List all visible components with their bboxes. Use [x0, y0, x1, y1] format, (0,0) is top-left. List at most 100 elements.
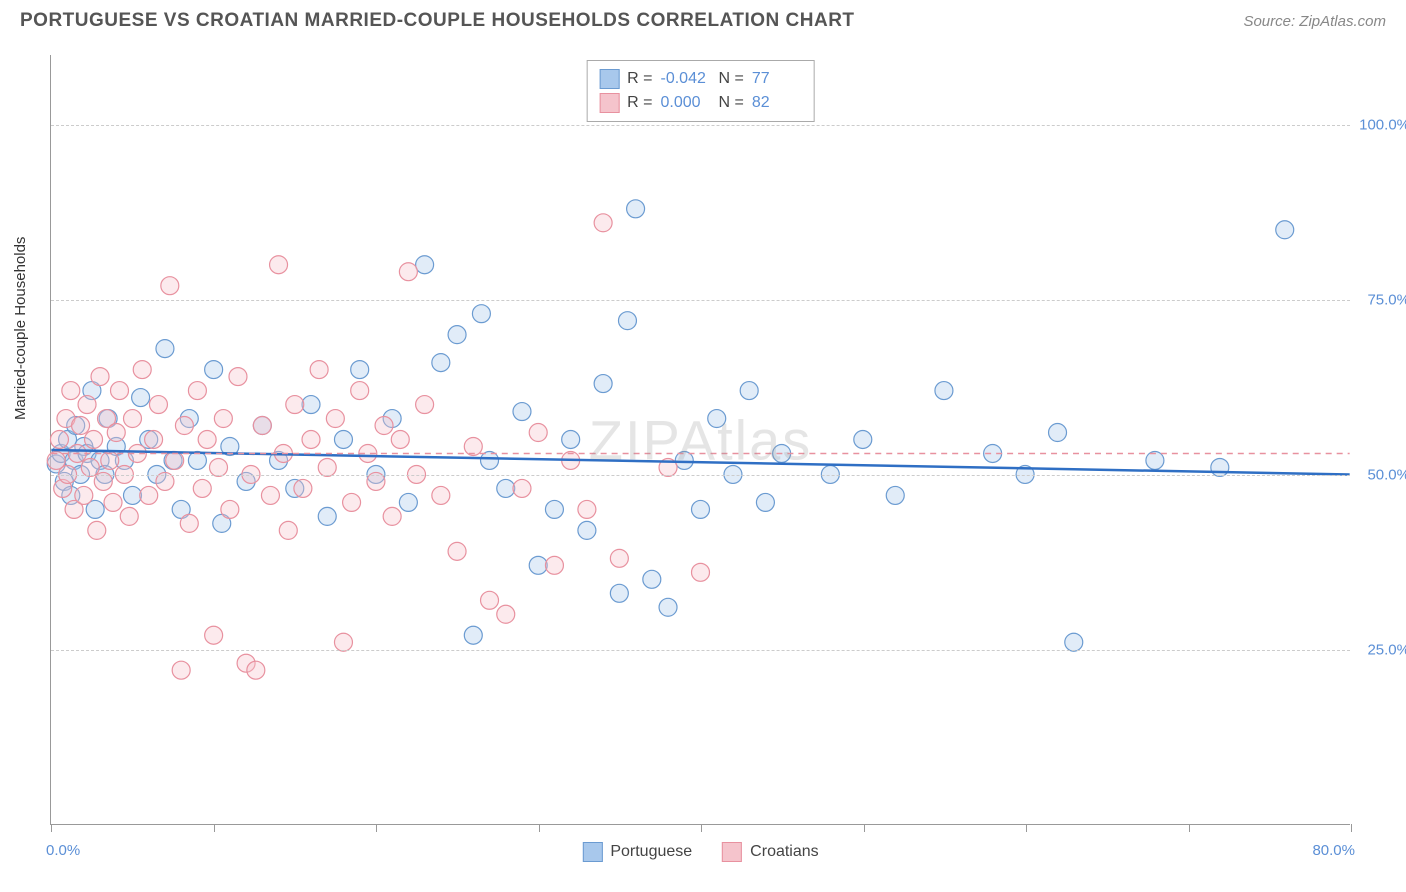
data-point [310, 361, 328, 379]
data-point [72, 417, 90, 435]
data-point [610, 584, 628, 602]
x-tick [864, 824, 865, 832]
legend-label-portuguese: Portuguese [610, 843, 692, 861]
data-point [205, 626, 223, 644]
data-point [432, 486, 450, 504]
data-point [334, 431, 352, 449]
series-legend: Portuguese Croatians [582, 842, 818, 862]
data-point [175, 417, 193, 435]
data-point [383, 507, 401, 525]
gridline-h [51, 475, 1350, 476]
data-point [78, 396, 96, 414]
scatter-svg [51, 55, 1350, 824]
data-point [391, 431, 409, 449]
data-point [124, 486, 142, 504]
data-point [545, 500, 563, 518]
gridline-h [51, 300, 1350, 301]
chart-title: PORTUGUESE VS CROATIAN MARRIED-COUPLE HO… [20, 10, 855, 32]
data-point [62, 382, 80, 400]
data-point [107, 424, 125, 442]
data-point [91, 368, 109, 386]
data-point [294, 479, 312, 497]
x-tick [376, 824, 377, 832]
data-point [124, 410, 142, 428]
correlation-stats-box: R = -0.042 N = 77 R = 0.000 N = 82 [586, 60, 815, 122]
data-point [172, 661, 190, 679]
data-point [286, 396, 304, 414]
y-tick-label: 50.0% [1367, 467, 1406, 484]
data-point [149, 396, 167, 414]
y-tick-label: 100.0% [1359, 117, 1406, 134]
data-point [302, 431, 320, 449]
data-point [326, 410, 344, 428]
data-point [193, 479, 211, 497]
data-point [132, 389, 150, 407]
data-point [205, 361, 223, 379]
data-point [416, 396, 434, 414]
x-tick [1351, 824, 1352, 832]
data-point [472, 305, 490, 323]
data-point [610, 549, 628, 567]
data-point [935, 382, 953, 400]
data-point [594, 375, 612, 393]
data-point [334, 633, 352, 651]
data-point [432, 354, 450, 372]
chart-plot-area: ZIPAtlas R = -0.042 N = 77 R = 0.000 N =… [50, 55, 1350, 825]
data-point [198, 431, 216, 449]
data-point [85, 431, 103, 449]
x-tick [701, 824, 702, 832]
stats-row-croatians: R = 0.000 N = 82 [599, 91, 802, 115]
data-point [351, 382, 369, 400]
x-tick [1189, 824, 1190, 832]
swatch-croatians [599, 93, 619, 113]
y-axis-label: Married-couple Households [12, 237, 29, 420]
source-attribution: Source: ZipAtlas.com [1243, 13, 1386, 30]
data-point [88, 521, 106, 539]
data-point [740, 382, 758, 400]
data-point [497, 605, 515, 623]
legend-swatch-portuguese [582, 842, 602, 862]
data-point [578, 521, 596, 539]
data-point [302, 396, 320, 414]
data-point [886, 486, 904, 504]
data-point [497, 479, 515, 497]
swatch-portuguese [599, 69, 619, 89]
data-point [1065, 633, 1083, 651]
data-point [618, 312, 636, 330]
data-point [448, 542, 466, 560]
chart-header: PORTUGUESE VS CROATIAN MARRIED-COUPLE HO… [0, 0, 1406, 32]
data-point [464, 626, 482, 644]
data-point [481, 591, 499, 609]
n-value-croatians: 82 [752, 94, 802, 112]
data-point [221, 500, 239, 518]
n-label: N = [719, 94, 744, 112]
data-point [188, 382, 206, 400]
data-point [140, 486, 158, 504]
data-point [75, 486, 93, 504]
data-point [50, 431, 68, 449]
data-point [529, 424, 547, 442]
data-point [1276, 221, 1294, 239]
y-tick-label: 25.0% [1367, 642, 1406, 659]
data-point [708, 410, 726, 428]
r-label: R = [627, 94, 652, 112]
r-value-portuguese: -0.042 [661, 70, 711, 88]
data-point [261, 486, 279, 504]
data-point [854, 431, 872, 449]
stats-row-portuguese: R = -0.042 N = 77 [599, 67, 802, 91]
y-tick-label: 75.0% [1367, 292, 1406, 309]
data-point [692, 563, 710, 581]
legend-label-croatians: Croatians [750, 843, 818, 861]
x-tick [214, 824, 215, 832]
data-point [343, 493, 361, 511]
x-tick [539, 824, 540, 832]
data-point [253, 417, 271, 435]
x-tick [1026, 824, 1027, 832]
data-point [513, 403, 531, 421]
data-point [1049, 424, 1067, 442]
n-label: N = [719, 70, 744, 88]
data-point [81, 458, 99, 476]
x-axis-min-label: 0.0% [46, 842, 80, 859]
data-point [156, 340, 174, 358]
n-value-portuguese: 77 [752, 70, 802, 88]
